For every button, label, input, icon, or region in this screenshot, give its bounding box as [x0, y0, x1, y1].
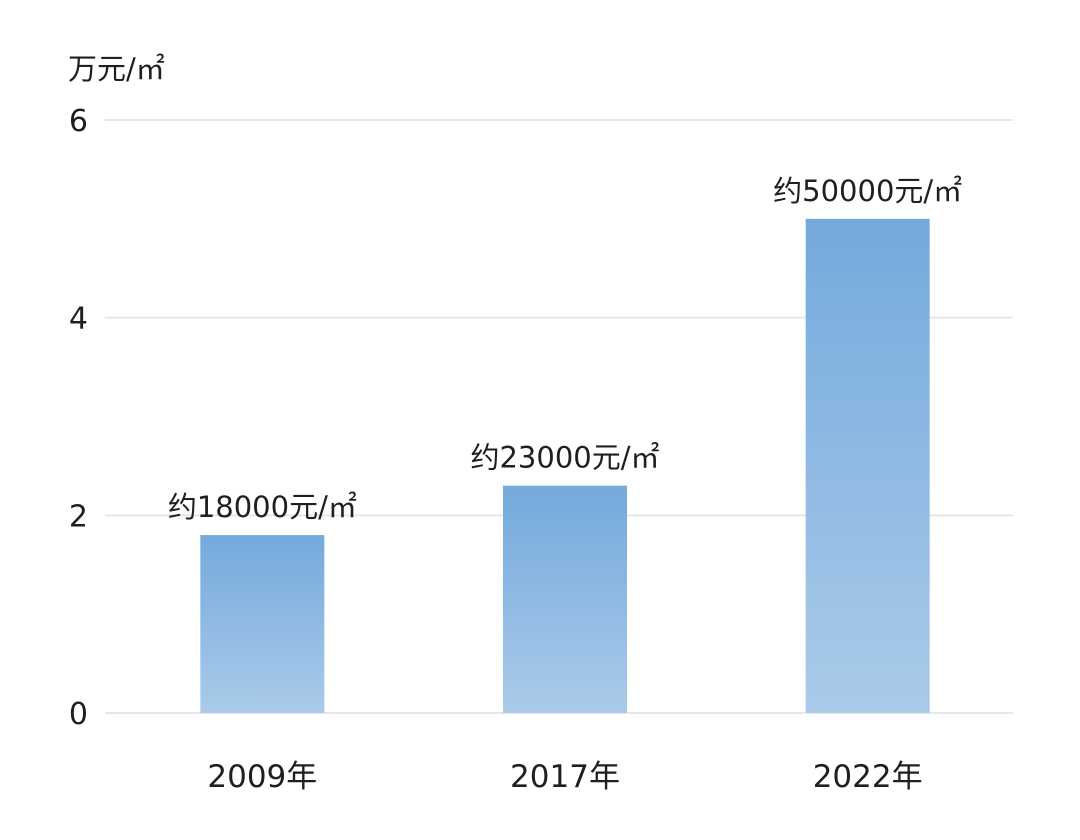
- data-label: 约50000元/㎡: [773, 174, 962, 208]
- y-axis-unit-label: 万元/㎡: [68, 52, 165, 86]
- data-label: 约23000元/㎡: [470, 441, 659, 475]
- y-tick-label: 0: [69, 697, 88, 732]
- y-tick-label: 4: [69, 302, 88, 337]
- x-category-label: 2009年: [207, 759, 317, 795]
- x-category-label: 2022年: [813, 759, 923, 795]
- labels: 0 2 4 6 约18000元/㎡ 2009年 约23000元/㎡ 2017年 约50000元/…: [69, 104, 962, 795]
- bar: [200, 535, 325, 713]
- x-category-label: 2017年: [510, 759, 620, 795]
- data-label: 约18000元/㎡: [168, 490, 357, 524]
- bar: [805, 218, 930, 714]
- bars: [200, 218, 930, 714]
- bar: [503, 485, 627, 713]
- y-tick-label: 6: [69, 104, 88, 139]
- y-tick-label: 2: [69, 499, 88, 534]
